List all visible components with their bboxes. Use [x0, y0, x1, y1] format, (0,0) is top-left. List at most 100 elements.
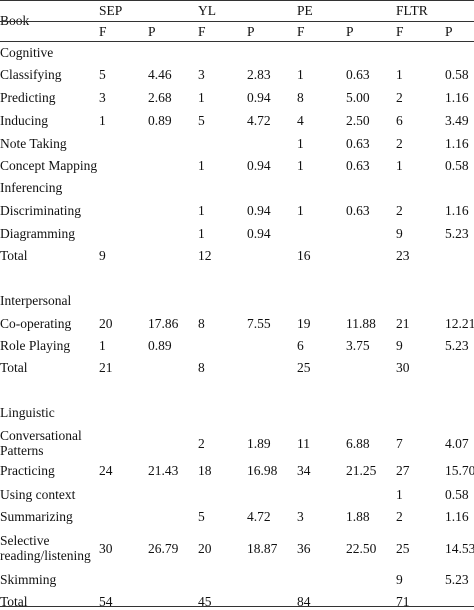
table-cell: 25 [297, 360, 311, 375]
table-cell: 0.63 [346, 158, 370, 173]
table-cell: 8 [198, 360, 205, 375]
header-group-sep: SEP [99, 3, 123, 18]
table-cell: 1 [99, 338, 106, 353]
table-cell: 16 [297, 248, 311, 263]
table-cell: 0.58 [445, 158, 469, 173]
table-cell: 1 [297, 203, 304, 218]
table-cell: 3 [297, 509, 304, 524]
table-cell: 12 [198, 248, 212, 263]
table-cell: 1.16 [445, 136, 469, 151]
table-cell: 2 [396, 136, 403, 151]
table-cell: 1 [198, 158, 205, 173]
table-cell: 2.50 [346, 113, 370, 128]
table-cell: 20 [198, 541, 212, 556]
row-label: Concept Mapping [0, 158, 98, 173]
table-cell: 7.55 [247, 316, 271, 331]
table-cell: 0.89 [148, 338, 172, 353]
table-cell: 19 [297, 316, 311, 331]
table-cell: 2 [396, 90, 403, 105]
row-label: Total [0, 248, 28, 263]
row-label: Linguistic [0, 405, 55, 420]
table-cell: 6 [396, 113, 403, 128]
table-cell: 2 [396, 509, 403, 524]
table-cell: 18 [198, 463, 212, 478]
table-cell: 8 [198, 316, 205, 331]
row-label: Note Taking [0, 136, 67, 151]
row-label: Co-operating [0, 316, 72, 331]
table-cell: 21.43 [148, 463, 179, 478]
header-group-pe: PE [297, 3, 313, 18]
table-cell: 1 [396, 487, 403, 502]
table-cell: 20 [99, 316, 113, 331]
table-cell: 1.16 [445, 203, 469, 218]
header-f-sep: F [99, 24, 107, 39]
row-label: Skimming [0, 572, 57, 587]
table-cell: 9 [396, 338, 403, 353]
table-cell: 1 [198, 226, 205, 241]
table-cell: 27 [396, 463, 410, 478]
table-cell: 24 [99, 463, 113, 478]
table-cell: 16.98 [247, 463, 278, 478]
table-cell: 5.00 [346, 90, 370, 105]
table-cell: 7 [396, 436, 403, 451]
table-cell: 3.75 [346, 338, 370, 353]
table-cell: 11 [297, 436, 310, 451]
table-cell: 21 [99, 360, 113, 375]
row-label: Interpersonal [0, 293, 72, 308]
row-label: Total [0, 360, 28, 375]
table-cell: 15.70 [445, 463, 474, 478]
row-label: Cognitive [0, 45, 54, 60]
table-cell: 30 [396, 360, 410, 375]
table-cell: 5 [198, 509, 205, 524]
table-cell: 11.88 [346, 316, 376, 331]
table-cell: 4.46 [148, 67, 172, 82]
header-p-sep: P [148, 24, 156, 39]
row-label: Inferencing [0, 180, 63, 195]
table-cell: 45 [198, 594, 212, 609]
table-cell: 4 [297, 113, 304, 128]
table-cell: 2 [198, 436, 205, 451]
table-cell: 25 [396, 541, 410, 556]
table-cell: 71 [396, 594, 410, 609]
table-cell: 6.88 [346, 436, 370, 451]
table-cell: 0.94 [247, 90, 271, 105]
table-cell: 0.89 [148, 113, 172, 128]
table-cell: 1 [297, 158, 304, 173]
table-cell: 34 [297, 463, 311, 478]
header-p-pe: P [346, 24, 354, 39]
table-cell: 0.94 [247, 203, 271, 218]
table-cell: 0.63 [346, 203, 370, 218]
header-f-yl: F [198, 24, 206, 39]
table-cell: 12.21 [445, 316, 474, 331]
row-label: Discriminating [0, 203, 81, 218]
header-p-yl: P [247, 24, 255, 39]
table-cell: 0.58 [445, 487, 469, 502]
header-group-yl: YL [198, 3, 216, 18]
table-cell: 0.58 [445, 67, 469, 82]
table-cell: 84 [297, 594, 311, 609]
table-cell: 1.16 [445, 90, 469, 105]
table-cell: 0.63 [346, 136, 370, 151]
table-cell: 5.23 [445, 226, 469, 241]
table-cell: 4.72 [247, 113, 271, 128]
table-cell: 0.94 [247, 158, 271, 173]
table-cell: 21.25 [346, 463, 377, 478]
table-cell: 2.68 [148, 90, 172, 105]
row-label: Conversational Patterns [0, 428, 82, 458]
table-cell: 9 [99, 248, 106, 263]
table-cell: 22.50 [346, 541, 377, 556]
table-cell: 1 [198, 90, 205, 105]
row-label: Diagramming [0, 226, 75, 241]
table-cell: 4.72 [247, 509, 271, 524]
table-cell: 17.86 [148, 316, 179, 331]
table-cell: 2.83 [247, 67, 271, 82]
header-f-pe: F [297, 24, 305, 39]
table-cell: 5.23 [445, 572, 469, 587]
table-cell: 4.07 [445, 436, 469, 451]
row-label: Selective reading/listening [0, 533, 91, 563]
table-cell: 26.79 [148, 541, 179, 556]
table-cell: 1.88 [346, 509, 370, 524]
table-cell: 0.94 [247, 226, 271, 241]
header-p-fltr: P [445, 24, 453, 39]
table-cell: 5 [99, 67, 106, 82]
